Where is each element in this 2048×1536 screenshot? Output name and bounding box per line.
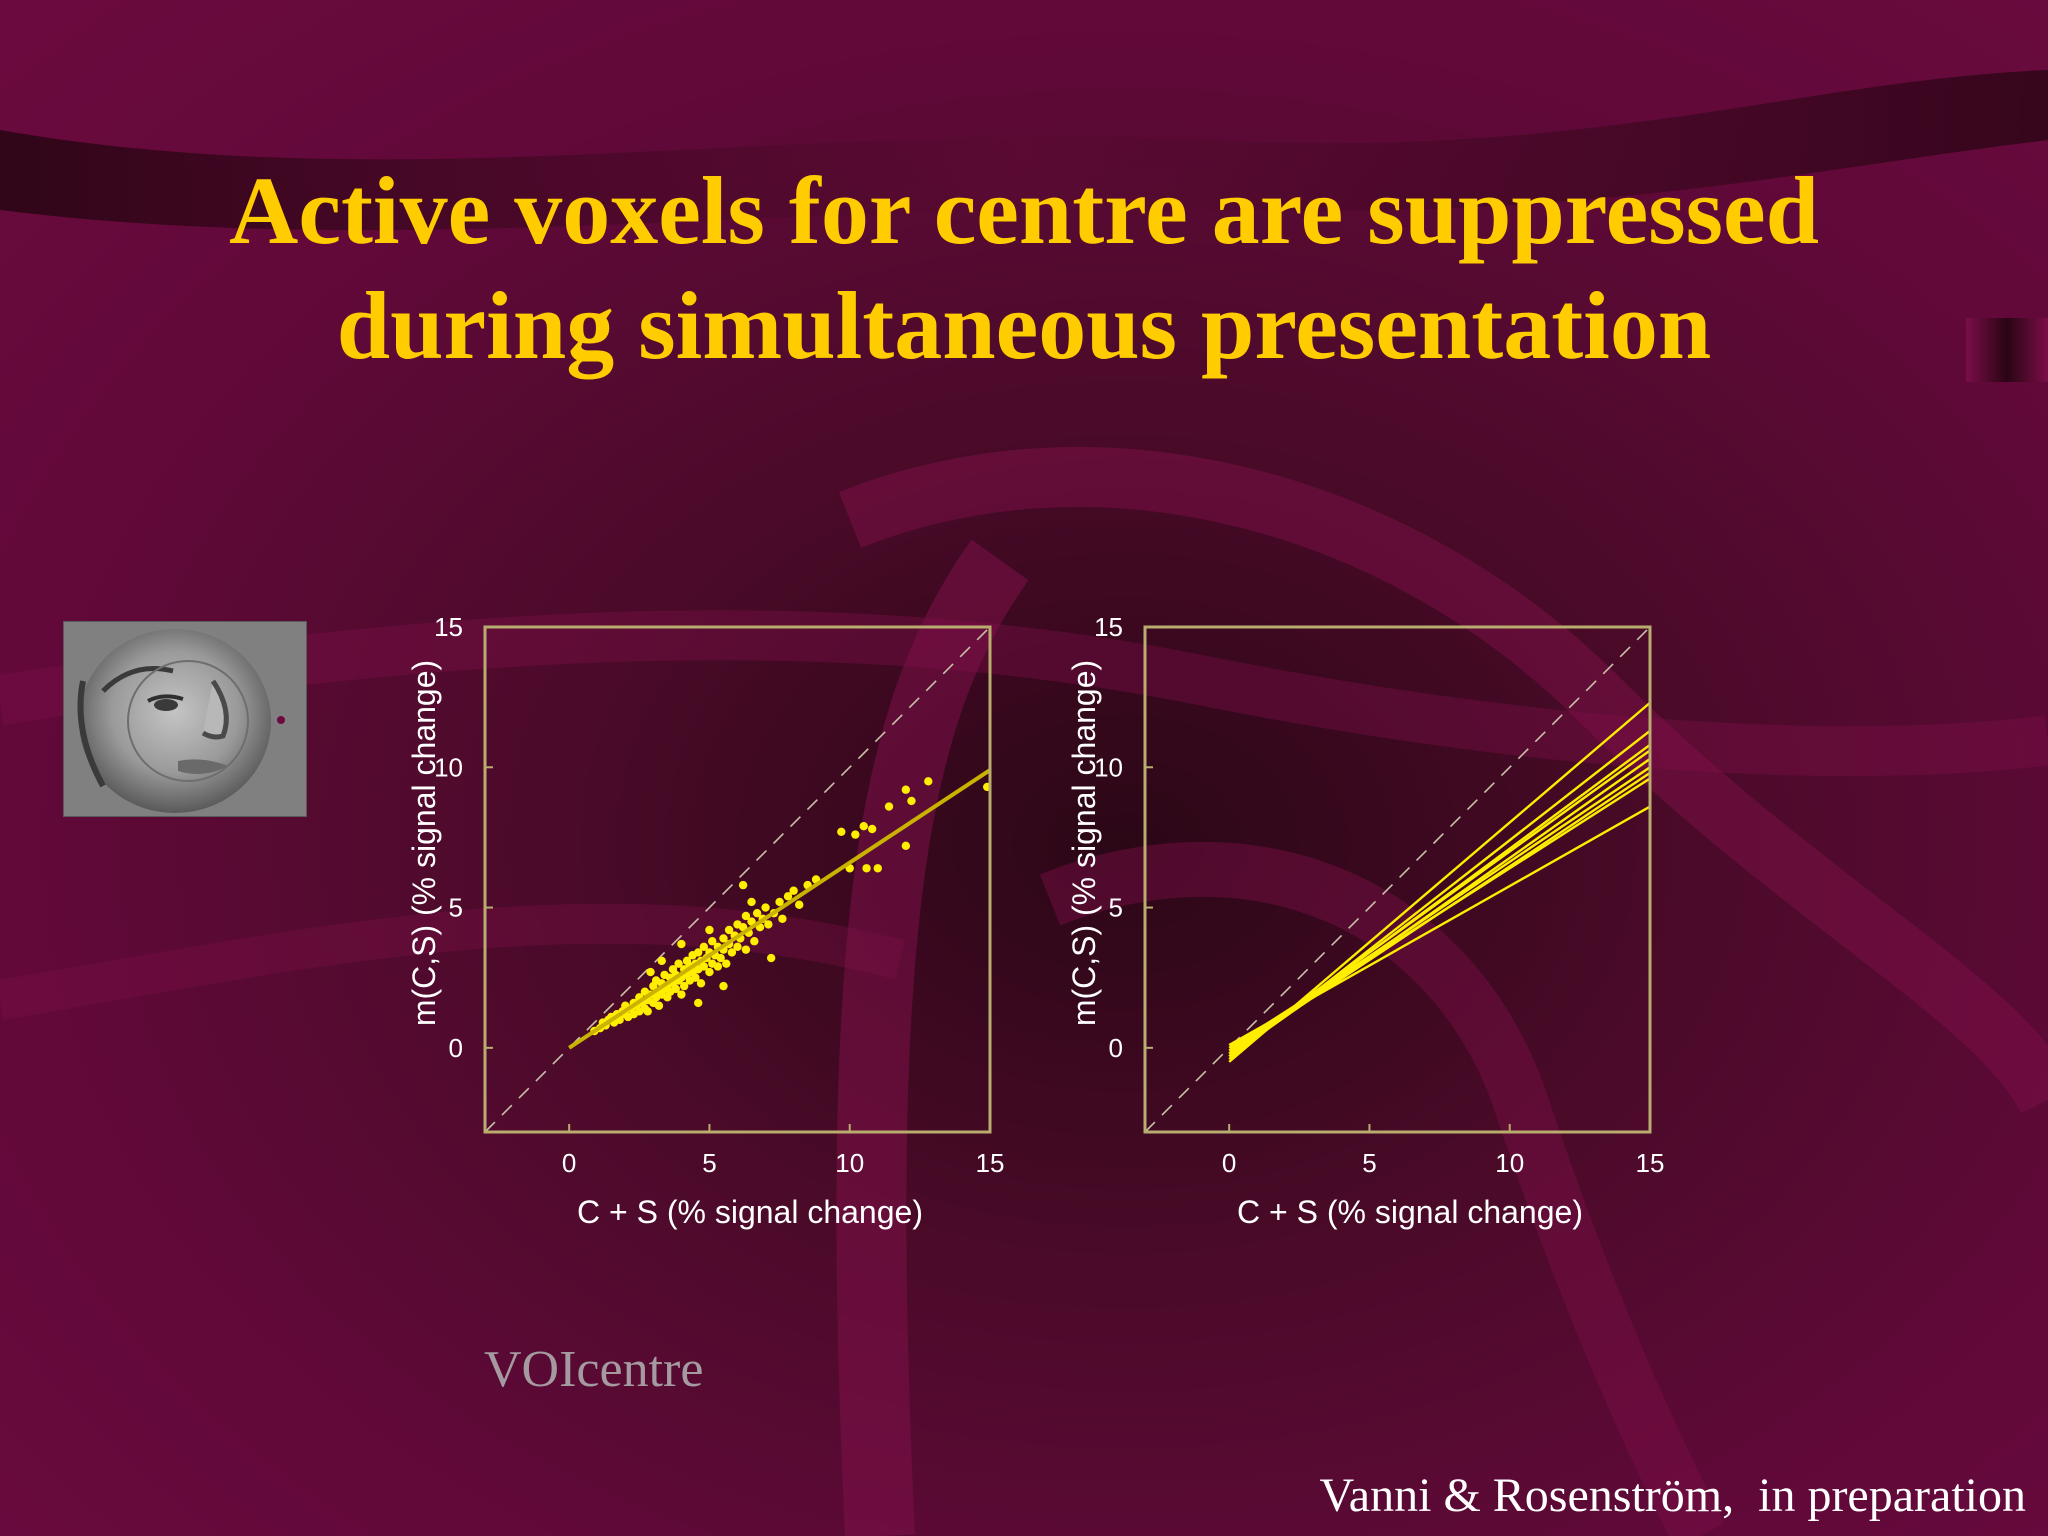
plot-frame bbox=[483, 625, 992, 1134]
data-point bbox=[699, 942, 709, 952]
data-point bbox=[722, 959, 731, 968]
data-point bbox=[708, 937, 717, 946]
data-point bbox=[657, 956, 666, 966]
x-tick-label: 0 bbox=[1222, 1148, 1236, 1178]
data-point bbox=[741, 945, 751, 954]
x-axis-label: C + S (% signal change) bbox=[1237, 1194, 1583, 1230]
data-point bbox=[764, 920, 773, 929]
data-point bbox=[705, 925, 714, 935]
y-tick-label: 0 bbox=[449, 1033, 463, 1063]
data-point bbox=[775, 897, 784, 907]
y-tick-label: 5 bbox=[1109, 893, 1123, 923]
data-point bbox=[862, 864, 871, 873]
data-point bbox=[747, 897, 756, 907]
slide-title-line-2: during simultaneous presentation bbox=[336, 272, 1712, 379]
x-tick-label: 10 bbox=[1495, 1148, 1524, 1178]
data-point bbox=[671, 984, 680, 994]
data-point bbox=[783, 892, 793, 901]
y-axis-label: m(C,S) (% signal change) bbox=[406, 660, 442, 1026]
data-point bbox=[694, 998, 703, 1008]
data-point bbox=[851, 830, 860, 839]
data-point bbox=[646, 967, 655, 977]
data-point bbox=[705, 967, 714, 977]
data-point bbox=[873, 864, 882, 873]
data-point bbox=[696, 979, 706, 988]
data-point bbox=[719, 981, 728, 991]
data-point bbox=[837, 827, 846, 837]
data-point bbox=[924, 777, 933, 786]
voi-label: VOIcentre bbox=[484, 1341, 704, 1398]
fit-lines-chart-svg: m(C,S) (% signal change) C + S (% signal… bbox=[1066, 612, 1665, 1230]
data-point bbox=[674, 959, 683, 968]
data-point bbox=[727, 948, 737, 957]
x-axis-label: C + S (% signal change) bbox=[577, 1194, 923, 1230]
y-tick-label: 5 bbox=[449, 893, 463, 923]
identity-line bbox=[484, 626, 991, 1133]
data-point bbox=[691, 973, 700, 982]
stimulus-face-image bbox=[62, 620, 308, 818]
x-tick-label: 0 bbox=[562, 1148, 576, 1178]
fit-lines-chart: m(C,S) (% signal change) C + S (% signal… bbox=[1015, 600, 1675, 1260]
y-axis-label: m(C,S) (% signal change) bbox=[1066, 660, 1102, 1026]
scatter-chart: m(C,S) (% signal change) C + S (% signal… bbox=[355, 600, 1015, 1260]
plot-frame bbox=[1143, 625, 1652, 1134]
fit-line bbox=[1228, 805, 1651, 1047]
data-point bbox=[778, 914, 787, 923]
data-point bbox=[694, 948, 703, 957]
data-point bbox=[654, 1001, 664, 1010]
data-point bbox=[766, 953, 776, 963]
data-point bbox=[901, 841, 911, 851]
data-point bbox=[677, 990, 686, 999]
data-point bbox=[761, 903, 770, 912]
data-point bbox=[716, 953, 725, 963]
data-point bbox=[699, 962, 709, 971]
identity-line bbox=[1144, 626, 1651, 1133]
y-tick-label: 10 bbox=[1094, 752, 1123, 782]
data-point bbox=[867, 824, 877, 834]
x-tick-label: 10 bbox=[835, 1148, 864, 1178]
regression-line bbox=[568, 768, 992, 1050]
x-tick-label: 15 bbox=[976, 1148, 1005, 1178]
data-point bbox=[679, 981, 689, 991]
slide-title-line-1: Active voxels for centre are suppressed bbox=[229, 157, 1819, 264]
y-tick-label: 15 bbox=[1094, 612, 1123, 642]
data-point bbox=[643, 1007, 652, 1016]
data-point bbox=[752, 908, 762, 918]
data-point bbox=[733, 942, 742, 952]
data-point bbox=[795, 900, 804, 909]
data-point bbox=[789, 886, 798, 895]
scatter-chart-svg: m(C,S) (% signal change) C + S (% signal… bbox=[406, 612, 1005, 1230]
y-tick-label: 15 bbox=[434, 612, 463, 642]
data-point bbox=[724, 925, 734, 935]
data-point bbox=[747, 917, 756, 926]
x-tick-label: 5 bbox=[1362, 1148, 1376, 1178]
data-point bbox=[859, 821, 868, 831]
data-point bbox=[738, 880, 748, 890]
data-point bbox=[907, 796, 916, 806]
data-point bbox=[719, 934, 728, 943]
data-point bbox=[713, 962, 723, 971]
x-tick-label: 15 bbox=[1636, 1148, 1665, 1178]
fit-lines bbox=[1228, 701, 1651, 1063]
data-point bbox=[677, 939, 686, 949]
data-point bbox=[884, 802, 894, 811]
data-point bbox=[750, 937, 759, 946]
data-point bbox=[741, 911, 751, 921]
citation: Vanni & Rosenström, in preparation bbox=[1319, 1469, 2026, 1522]
data-point bbox=[901, 785, 911, 794]
x-tick-label: 5 bbox=[702, 1148, 716, 1178]
y-tick-label: 0 bbox=[1109, 1033, 1123, 1063]
fit-line bbox=[1228, 777, 1651, 1049]
y-tick-label: 10 bbox=[434, 752, 463, 782]
